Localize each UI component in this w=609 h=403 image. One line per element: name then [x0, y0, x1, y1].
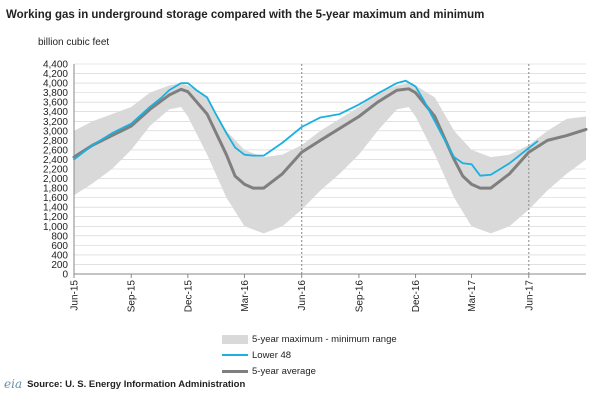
y-tick-label: 3,800: [43, 88, 68, 99]
legend-swatch-range: [222, 334, 248, 344]
legend-label-average: 5-year average: [252, 365, 316, 377]
range-band: [74, 83, 586, 234]
y-tick-label: 4,000: [43, 79, 68, 90]
y-tick-label: 3,400: [43, 107, 68, 118]
y-tick-label: 4,200: [43, 69, 68, 80]
y-tick-label: 3,600: [43, 98, 68, 109]
y-tick-label: 1,000: [43, 222, 68, 233]
legend-swatch-average: [222, 369, 248, 373]
legend-item-range: 5-year maximum - minimum range: [222, 331, 397, 347]
y-tick-label: 600: [51, 241, 68, 252]
x-tick-label: Jun-15: [70, 280, 81, 311]
eia-logo: eia: [4, 377, 23, 391]
x-tick-label: Jun-16: [297, 280, 308, 311]
x-tick-label: Sep-16: [354, 280, 365, 313]
legend-item-average: 5-year average: [222, 363, 397, 379]
y-axis-unit-label: billion cubic feet: [38, 37, 110, 48]
lower48-line: [73, 79, 539, 177]
legend-swatch-lower48: [222, 354, 248, 356]
source-note: eia Source: U. S. Energy Information Adm…: [4, 377, 245, 391]
x-tick-label: Mar-17: [467, 280, 478, 312]
legend-item-lower48: Lower 48: [222, 347, 397, 363]
legend-label-range: 5-year maximum - minimum range: [252, 333, 397, 345]
legend-label-lower48: Lower 48: [252, 349, 292, 361]
y-tick-label: 800: [51, 231, 68, 242]
y-tick-label: 1,200: [43, 212, 68, 223]
x-tick-label: Dec-16: [411, 280, 422, 313]
x-tick-label: Dec-15: [183, 280, 194, 313]
y-tick-label: 2,600: [43, 145, 68, 156]
y-tick-label: 2,000: [43, 174, 68, 185]
y-tick-label: 0: [62, 270, 68, 281]
y-tick-label: 200: [51, 260, 68, 271]
x-tick-label: Mar-16: [240, 280, 251, 312]
x-tick-label: Jun-17: [524, 280, 535, 311]
y-tick-label: 1,600: [43, 193, 68, 204]
average-line: [72, 87, 588, 190]
chart-title: Working gas in underground storage compa…: [6, 9, 485, 21]
y-tick-label: 3,200: [43, 117, 68, 128]
source-text: Source: U. S. Energy Information Adminis…: [27, 378, 246, 390]
y-tick-label: 3,000: [43, 126, 68, 137]
y-tick-label: 1,800: [43, 184, 68, 195]
x-tick-label: Sep-15: [127, 280, 138, 313]
y-tick-label: 2,400: [43, 155, 68, 166]
legend: 5-year maximum - minimum range Lower 48 …: [222, 331, 397, 379]
y-tick-label: 400: [51, 250, 68, 261]
y-tick-label: 1,400: [43, 203, 68, 214]
y-tick-label: 4,400: [43, 60, 68, 71]
y-tick-label: 2,200: [43, 165, 68, 176]
y-tick-label: 2,800: [43, 136, 68, 147]
